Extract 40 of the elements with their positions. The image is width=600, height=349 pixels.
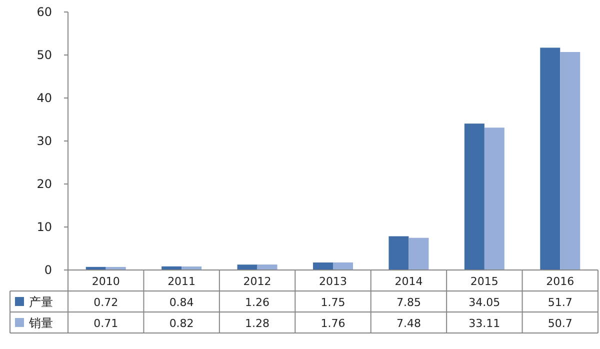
data-label: 50.7 [548,317,572,330]
data-label: 0.72 [94,296,118,309]
y-tick-label: 40 [36,91,52,105]
y-tick-label: 50 [36,48,52,62]
data-label: 1.76 [320,317,346,330]
data-label: 51.7 [548,296,572,309]
bar [333,262,353,270]
y-tick-label: 0 [44,263,52,277]
bar [388,236,409,270]
bar [257,264,278,270]
x-tick-label: 2011 [168,275,196,288]
data-label: 7.48 [396,317,421,330]
x-tick-label: 2015 [470,275,498,288]
data-label: 1.28 [245,317,270,330]
data-label: 33.11 [468,317,500,330]
data-label: 34.05 [468,296,500,309]
y-tick-label: 10 [36,220,52,234]
bar [484,128,504,270]
data-label: 0.71 [94,317,118,330]
data-label: 0.84 [169,296,194,309]
bar [408,238,429,270]
x-tick-label: 2013 [319,275,347,288]
bar [560,52,580,270]
data-label: 1.75 [320,296,346,309]
bar [313,262,333,270]
data-label: 7.85 [396,296,421,309]
legend-label: 产量 [29,295,53,309]
x-tick-label: 2014 [394,275,423,288]
x-tick-label: 2012 [243,275,272,288]
bar [464,124,484,270]
y-tick-label: 20 [36,177,52,191]
y-tick-label: 30 [36,134,52,148]
data-label: 1.26 [245,296,270,309]
y-tick-label: 60 [36,5,52,19]
bar [237,264,258,270]
x-tick-label: 2010 [92,275,120,288]
data-label: 0.82 [169,317,194,330]
bar [540,48,560,270]
x-tick-label: 2016 [546,275,574,288]
legend-label: 销量 [28,316,53,330]
